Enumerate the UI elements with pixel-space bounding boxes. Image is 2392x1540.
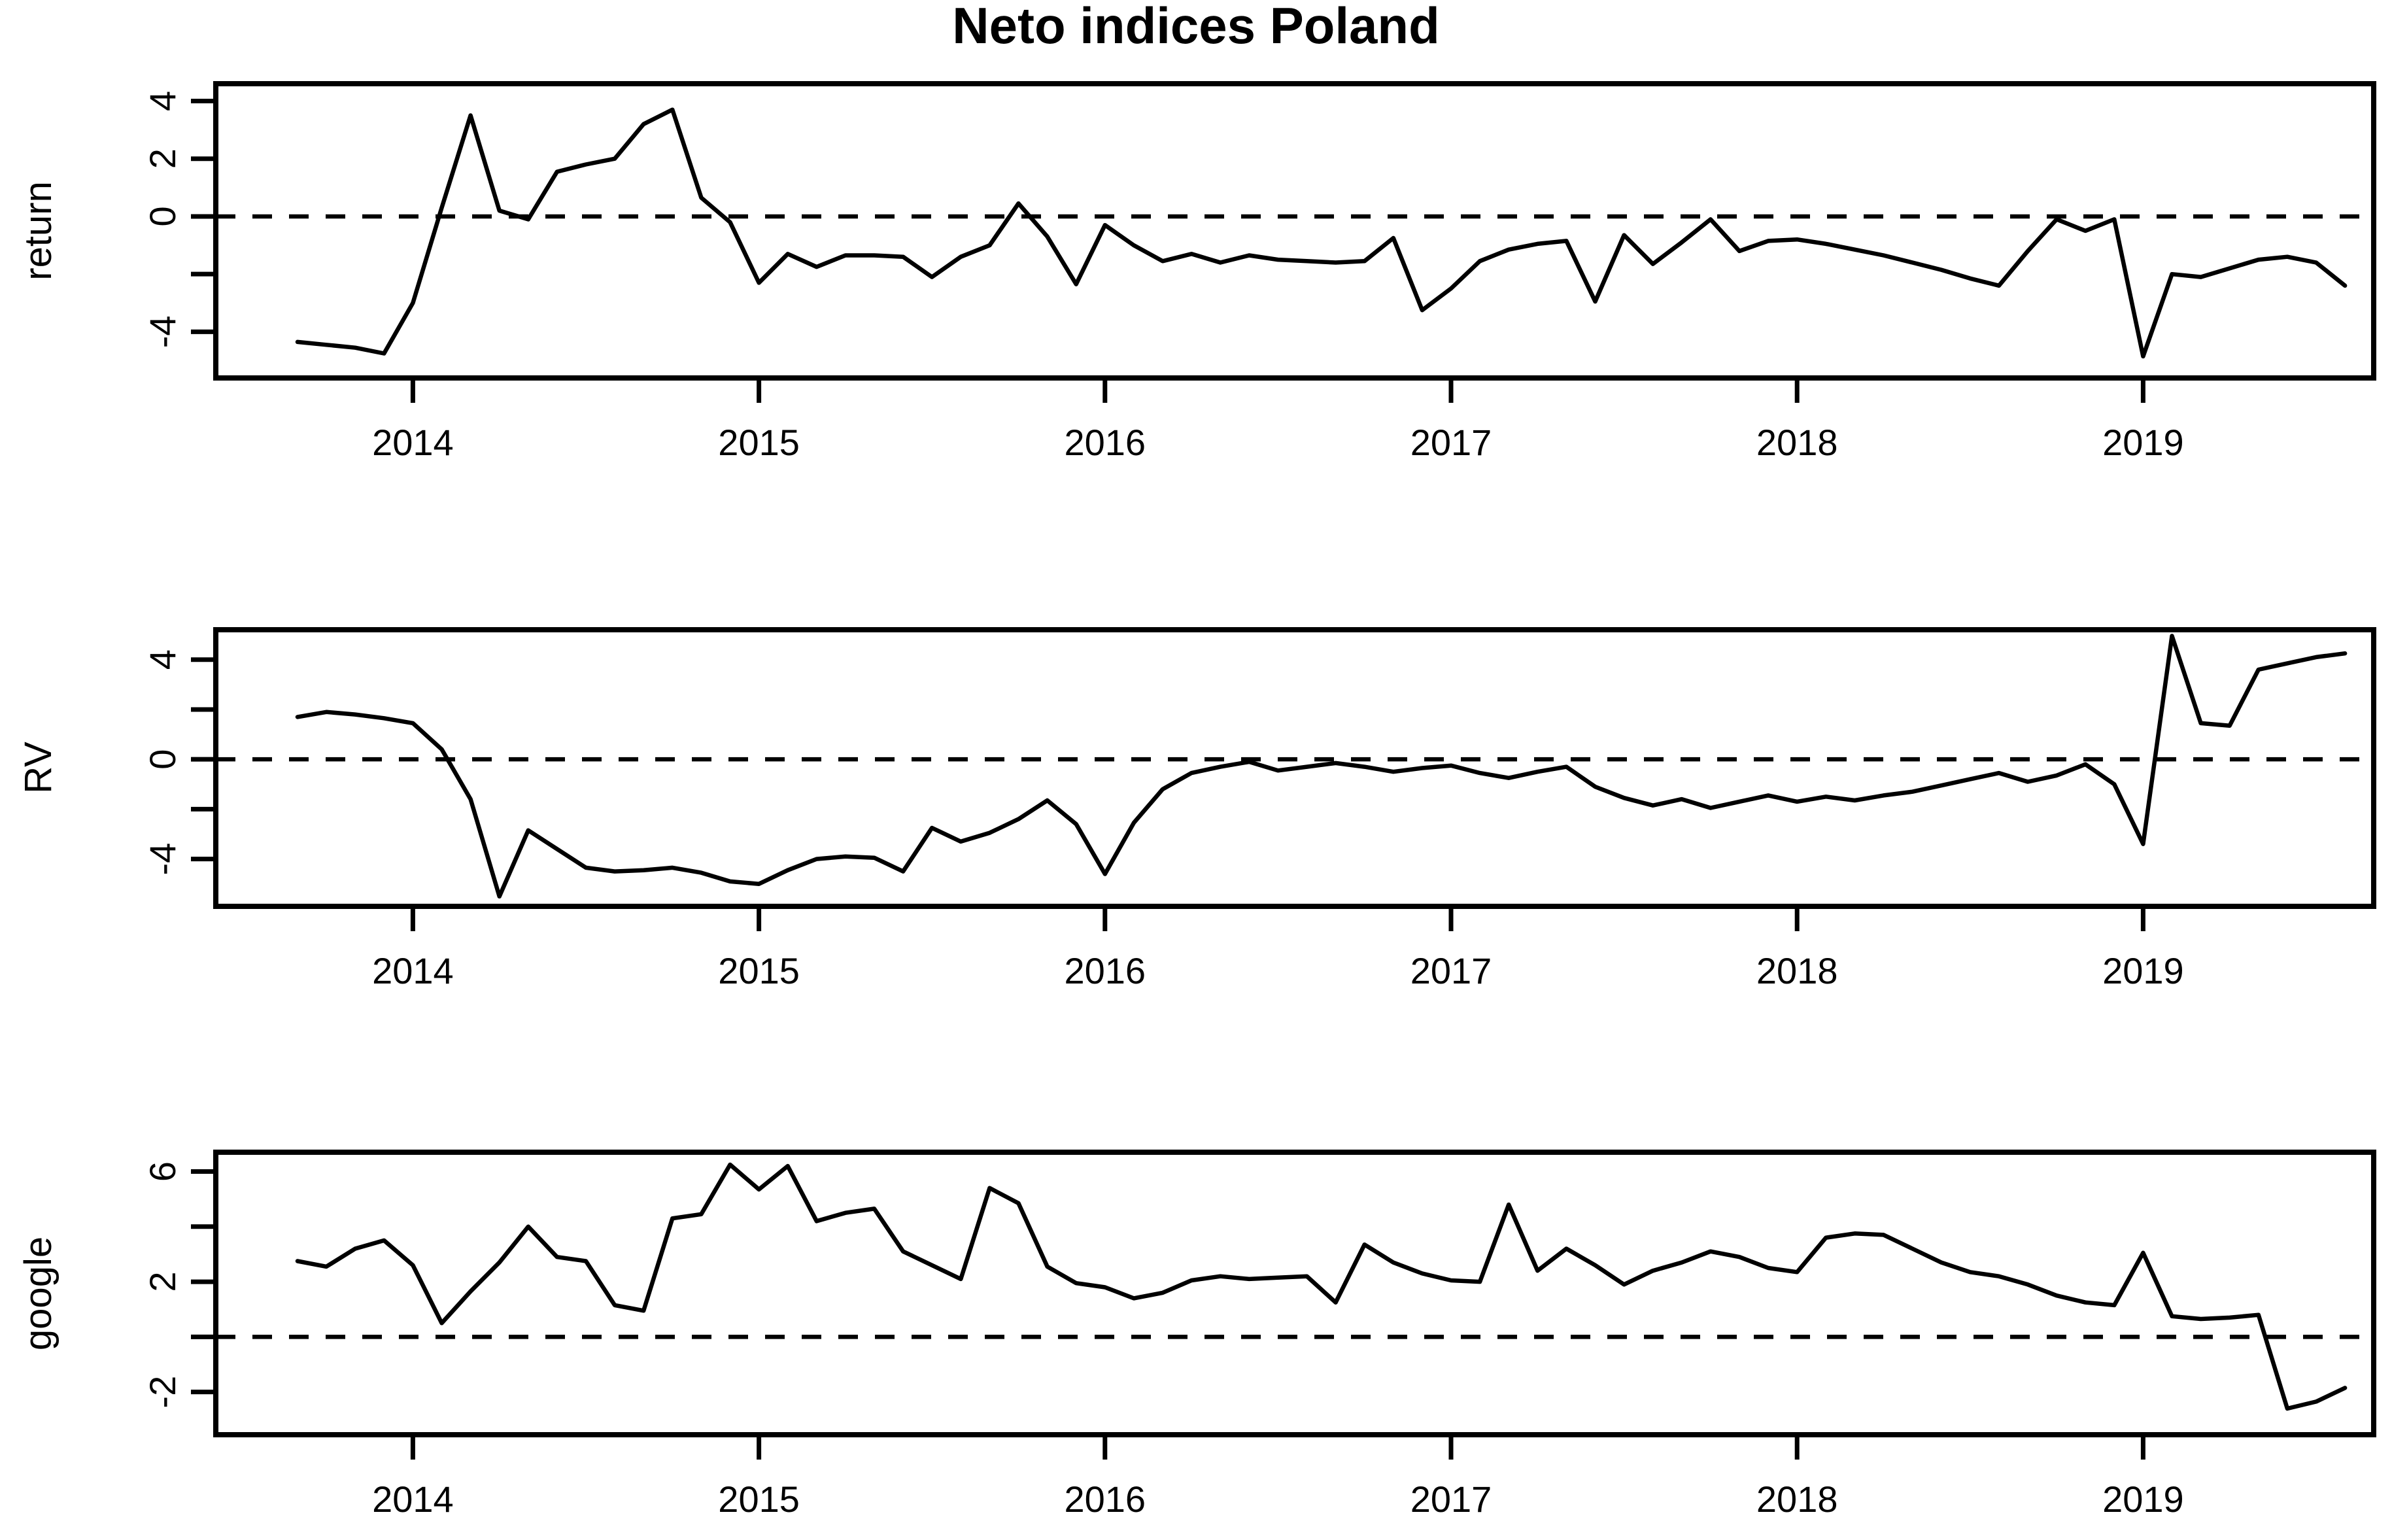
- x-tick-label: 2018: [1756, 422, 1838, 463]
- plot-box: [213, 627, 2376, 909]
- x-tick-label: 2017: [1410, 422, 1492, 463]
- x-tick-label: 2015: [718, 950, 800, 991]
- panel-rv: 4 0 -4 2014 2015 2016 2017 2018 2019: [142, 627, 2376, 991]
- series-line-return: [295, 107, 2348, 359]
- x-tick-label: 2016: [1065, 422, 1146, 463]
- y-tick-label: -4: [142, 843, 183, 876]
- x-tick-label: 2014: [372, 950, 454, 991]
- x-tick-label: 2015: [718, 1479, 800, 1520]
- y-tick-label: 2: [142, 148, 183, 169]
- y-tick-label: -2: [142, 1376, 183, 1409]
- x-tick-label: 2019: [2102, 422, 2184, 463]
- y-axis-label-rv: RV: [17, 742, 60, 794]
- y-tick-label: 4: [142, 649, 183, 670]
- x-tick-label: 2017: [1410, 1479, 1492, 1520]
- y-axis-label-return: return: [17, 181, 60, 281]
- y-axis-label-google: google: [17, 1237, 60, 1350]
- panel-google: 6 2 -2 2014 2015 2016 2017 2018 2019: [142, 1150, 2376, 1520]
- panel-return: 4 2 0 -4 2014 2015 2016 2017 2018 2019: [142, 81, 2376, 463]
- plot-box: [213, 81, 2376, 381]
- chart-title: Neto indices Poland: [952, 0, 1439, 54]
- x-tick-label: 2019: [2102, 950, 2184, 991]
- series-line-google: [295, 1162, 2348, 1411]
- x-tick-label: 2016: [1065, 1479, 1146, 1520]
- x-tick-label: 2018: [1756, 950, 1838, 991]
- y-tick-label: 0: [142, 206, 183, 226]
- x-tick-label: 2015: [718, 422, 800, 463]
- y-tick-label: 4: [142, 91, 183, 111]
- x-tick-label: 2016: [1065, 950, 1146, 991]
- y-tick-label: -4: [142, 316, 183, 349]
- x-tick-label: 2019: [2102, 1479, 2184, 1520]
- x-tick-label: 2014: [372, 1479, 454, 1520]
- x-tick-label: 2017: [1410, 950, 1492, 991]
- series-line-rv: [295, 634, 2348, 899]
- x-tick-label: 2014: [372, 422, 454, 463]
- y-tick-label: 6: [142, 1161, 183, 1182]
- x-tick-label: 2018: [1756, 1479, 1838, 1520]
- y-tick-label: 0: [142, 749, 183, 770]
- y-tick-label: 2: [142, 1272, 183, 1292]
- plot-box: [213, 1150, 2376, 1437]
